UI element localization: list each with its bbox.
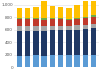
Bar (25, 56, 30, 67)
Bar (58, 55, 63, 67)
Bar (25, 8, 30, 18)
Bar (33, 55, 39, 67)
Bar (25, 26, 30, 31)
Bar (33, 7, 39, 18)
Bar (50, 6, 55, 18)
Bar (50, 18, 55, 19)
Bar (33, 18, 39, 19)
Bar (83, 29, 88, 55)
Bar (33, 19, 39, 26)
Bar (41, 0, 47, 18)
Bar (83, 1, 88, 17)
Bar (74, 19, 80, 25)
Bar (74, 5, 80, 18)
Bar (91, 17, 96, 24)
Bar (58, 30, 63, 55)
Bar (25, 31, 30, 56)
Bar (91, 24, 96, 28)
Bar (66, 55, 72, 67)
Bar (91, 0, 96, 15)
Bar (25, 19, 30, 26)
Bar (58, 18, 63, 19)
Bar (50, 30, 55, 55)
Bar (74, 55, 80, 67)
Bar (66, 30, 72, 55)
Bar (17, 8, 22, 18)
Bar (66, 26, 72, 30)
Bar (41, 20, 47, 26)
Bar (50, 19, 55, 26)
Bar (58, 26, 63, 30)
Bar (74, 18, 80, 19)
Bar (58, 19, 63, 26)
Bar (66, 19, 72, 20)
Bar (50, 55, 55, 67)
Bar (91, 55, 96, 67)
Bar (91, 28, 96, 55)
Bar (83, 25, 88, 29)
Bar (74, 30, 80, 55)
Bar (66, 8, 72, 19)
Bar (41, 31, 47, 56)
Bar (41, 18, 47, 20)
Bar (66, 20, 72, 26)
Bar (41, 56, 47, 67)
Bar (91, 15, 96, 17)
Bar (33, 26, 39, 31)
Bar (83, 55, 88, 67)
Bar (17, 18, 22, 19)
Bar (25, 18, 30, 19)
Bar (17, 56, 22, 67)
Bar (74, 25, 80, 30)
Bar (58, 7, 63, 18)
Bar (17, 31, 22, 56)
Bar (33, 31, 39, 55)
Bar (17, 26, 22, 31)
Bar (17, 19, 22, 26)
Bar (50, 26, 55, 30)
Bar (83, 18, 88, 25)
Bar (41, 26, 47, 31)
Bar (83, 17, 88, 18)
